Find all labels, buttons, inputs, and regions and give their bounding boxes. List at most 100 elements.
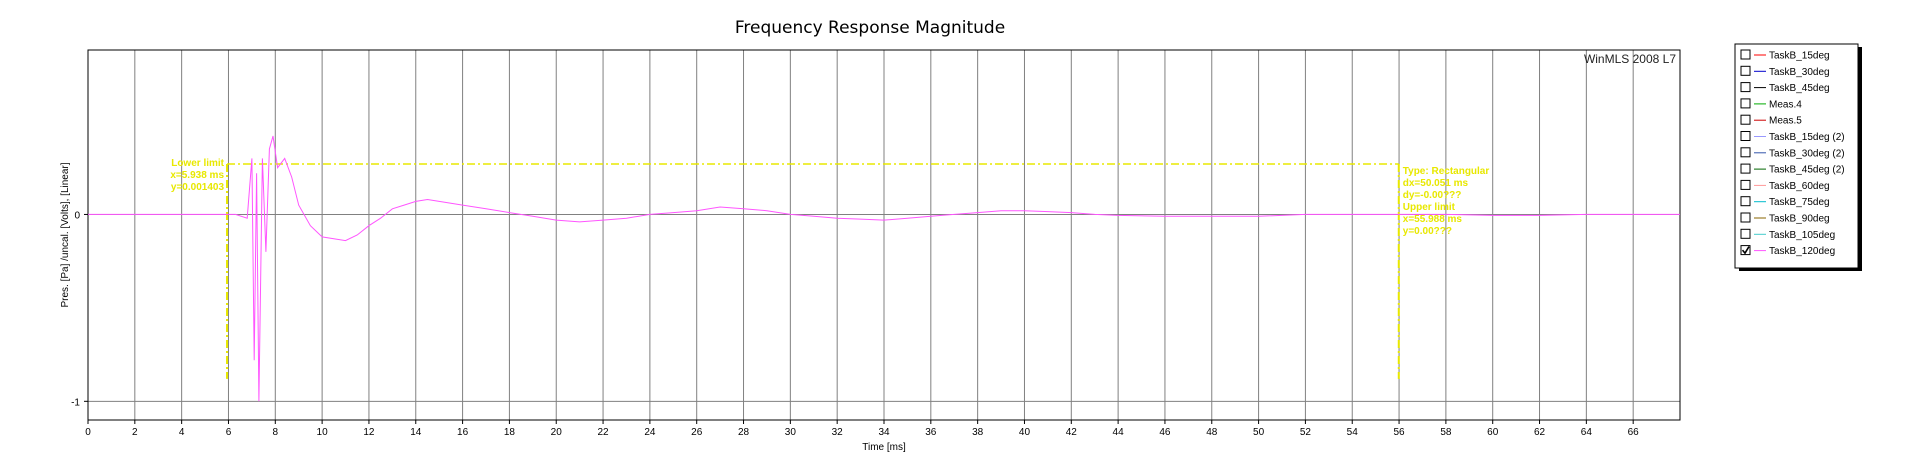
legend-checkbox[interactable] <box>1740 228 1751 239</box>
legend-checkbox[interactable] <box>1740 245 1751 256</box>
annotation-text: Lower limit <box>171 158 224 169</box>
legend-label: TaskB_105deg <box>1769 230 1835 241</box>
legend-item[interactable]: Meas.5 <box>1740 114 1802 127</box>
x-tick-label: 8 <box>273 427 279 438</box>
legend-label: TaskB_45deg <box>1769 83 1830 94</box>
legend-item[interactable]: TaskB_15deg (2) <box>1740 131 1845 144</box>
grid <box>88 50 1680 420</box>
x-tick-label: 58 <box>1440 427 1452 438</box>
legend <box>1734 43 1859 269</box>
legend-label: TaskB_30deg <box>1769 67 1830 78</box>
legend-item[interactable]: TaskB_105deg <box>1740 228 1835 241</box>
legend-label: TaskB_45deg (2) <box>1769 165 1845 176</box>
annotation-text: y=0.001403 <box>171 182 225 193</box>
x-tick-label: 0 <box>85 427 91 438</box>
x-tick-label: 10 <box>317 427 329 438</box>
annotation-text: x=5.938 ms <box>170 170 224 181</box>
check-icon <box>1741 246 1750 255</box>
x-axis: 0 2 4 6 8 10 12 14 16 18 20 22 24 26 28 30 32 34 36 38 40 42 4… <box>85 420 1639 438</box>
y-tick-label: -1 <box>71 397 80 408</box>
legend-item[interactable]: TaskB_90deg <box>1740 212 1830 225</box>
x-tick-label: 46 <box>1159 427 1171 438</box>
x-tick-label: 22 <box>597 427 609 438</box>
legend-checkbox[interactable] <box>1740 196 1751 207</box>
y-tick-label: 0 <box>74 210 80 221</box>
x-tick-label: 64 <box>1581 427 1593 438</box>
legend-item[interactable]: TaskB_75deg <box>1740 196 1830 209</box>
x-tick-label: 26 <box>691 427 703 438</box>
x-tick-label: 16 <box>457 427 469 438</box>
annotation-text: Upper limit <box>1403 202 1456 213</box>
x-tick-label: 36 <box>925 427 937 438</box>
x-tick-label: 54 <box>1347 427 1359 438</box>
series-layer <box>88 135 1680 402</box>
annotation-text: y=0.00??? <box>1403 226 1452 237</box>
legend-item[interactable]: TaskB_45deg <box>1740 82 1830 95</box>
legend-checkbox[interactable] <box>1740 82 1751 93</box>
legend-label: TaskB_60deg <box>1769 181 1830 192</box>
annotation-text: dx=50.051 ms <box>1403 178 1469 189</box>
x-tick-label: 38 <box>972 427 984 438</box>
x-tick-label: 48 <box>1206 427 1218 438</box>
x-tick-label: 6 <box>226 427 232 438</box>
legend-item[interactable]: Meas.4 <box>1740 98 1802 111</box>
x-tick-label: 12 <box>363 427 375 438</box>
x-tick-label: 4 <box>179 427 185 438</box>
legend-label: Meas.5 <box>1769 116 1802 127</box>
y-axis-label: Pres. [Pa] /uncal. [Volts], [Linear] <box>60 162 71 307</box>
cursor-lines <box>226 163 1400 379</box>
legend-label: TaskB_90deg <box>1769 214 1830 225</box>
annotation-text: x=55.988 ms <box>1403 214 1463 225</box>
x-tick-label: 20 <box>551 427 563 438</box>
legend-item[interactable]: TaskB_45deg (2) <box>1740 163 1845 176</box>
legend-items: TaskB_15deg TaskB_30deg TaskB_45deg Meas.4 M… <box>1740 49 1845 258</box>
legend-item[interactable]: TaskB_30deg (2) <box>1740 147 1845 160</box>
annotation-text: Type: Rectangular <box>1403 166 1490 177</box>
series-line <box>88 135 1680 402</box>
x-tick-label: 60 <box>1487 427 1499 438</box>
x-tick-label: 34 <box>878 427 890 438</box>
x-tick-label: 50 <box>1253 427 1265 438</box>
legend-checkbox[interactable] <box>1740 179 1751 190</box>
legend-checkbox[interactable] <box>1740 65 1751 76</box>
legend-checkbox[interactable] <box>1740 49 1751 60</box>
legend-checkbox[interactable] <box>1740 147 1751 158</box>
y-axis: 0 -1 <box>71 210 88 408</box>
x-tick-label: 14 <box>410 427 422 438</box>
chart-title: Frequency Response Magnitude <box>735 18 1005 38</box>
x-tick-label: 56 <box>1393 427 1405 438</box>
legend-label: TaskB_120deg <box>1769 246 1835 257</box>
x-tick-label: 62 <box>1534 427 1546 438</box>
annotation-text: dy=-0.00??? <box>1403 190 1462 201</box>
x-tick-label: 18 <box>504 427 516 438</box>
x-tick-label: 52 <box>1300 427 1312 438</box>
legend-label: TaskB_75deg <box>1769 197 1830 208</box>
legend-checkbox[interactable] <box>1740 98 1751 109</box>
legend-checkbox[interactable] <box>1740 131 1751 141</box>
legend-item[interactable]: TaskB_30deg <box>1740 65 1830 78</box>
legend-checkbox[interactable] <box>1740 163 1751 174</box>
x-tick-label: 30 <box>785 427 797 438</box>
legend-checkbox[interactable] <box>1740 114 1751 125</box>
legend-label: Meas.4 <box>1769 99 1802 110</box>
legend-item[interactable]: TaskB_15deg <box>1740 49 1830 62</box>
legend-label: TaskB_15deg (2) <box>1769 132 1845 143</box>
x-axis-label: Time [ms] <box>862 442 906 453</box>
legend-item[interactable]: TaskB_120deg <box>1740 245 1835 258</box>
x-tick-label: 40 <box>1019 427 1031 438</box>
x-tick-label: 24 <box>644 427 656 438</box>
legend-item[interactable]: TaskB_60deg <box>1740 179 1830 192</box>
watermark-text: WinMLS 2008 L7 <box>1584 52 1676 66</box>
x-tick-label: 44 <box>1113 427 1125 438</box>
x-tick-label: 32 <box>832 427 844 438</box>
x-tick-label: 66 <box>1628 427 1640 438</box>
legend-label: TaskB_15deg <box>1769 51 1830 62</box>
legend-checkbox[interactable] <box>1740 212 1751 223</box>
legend-label: TaskB_30deg (2) <box>1769 148 1845 159</box>
x-tick-label: 2 <box>132 427 138 438</box>
x-tick-label: 42 <box>1066 427 1078 438</box>
x-tick-label: 28 <box>738 427 750 438</box>
